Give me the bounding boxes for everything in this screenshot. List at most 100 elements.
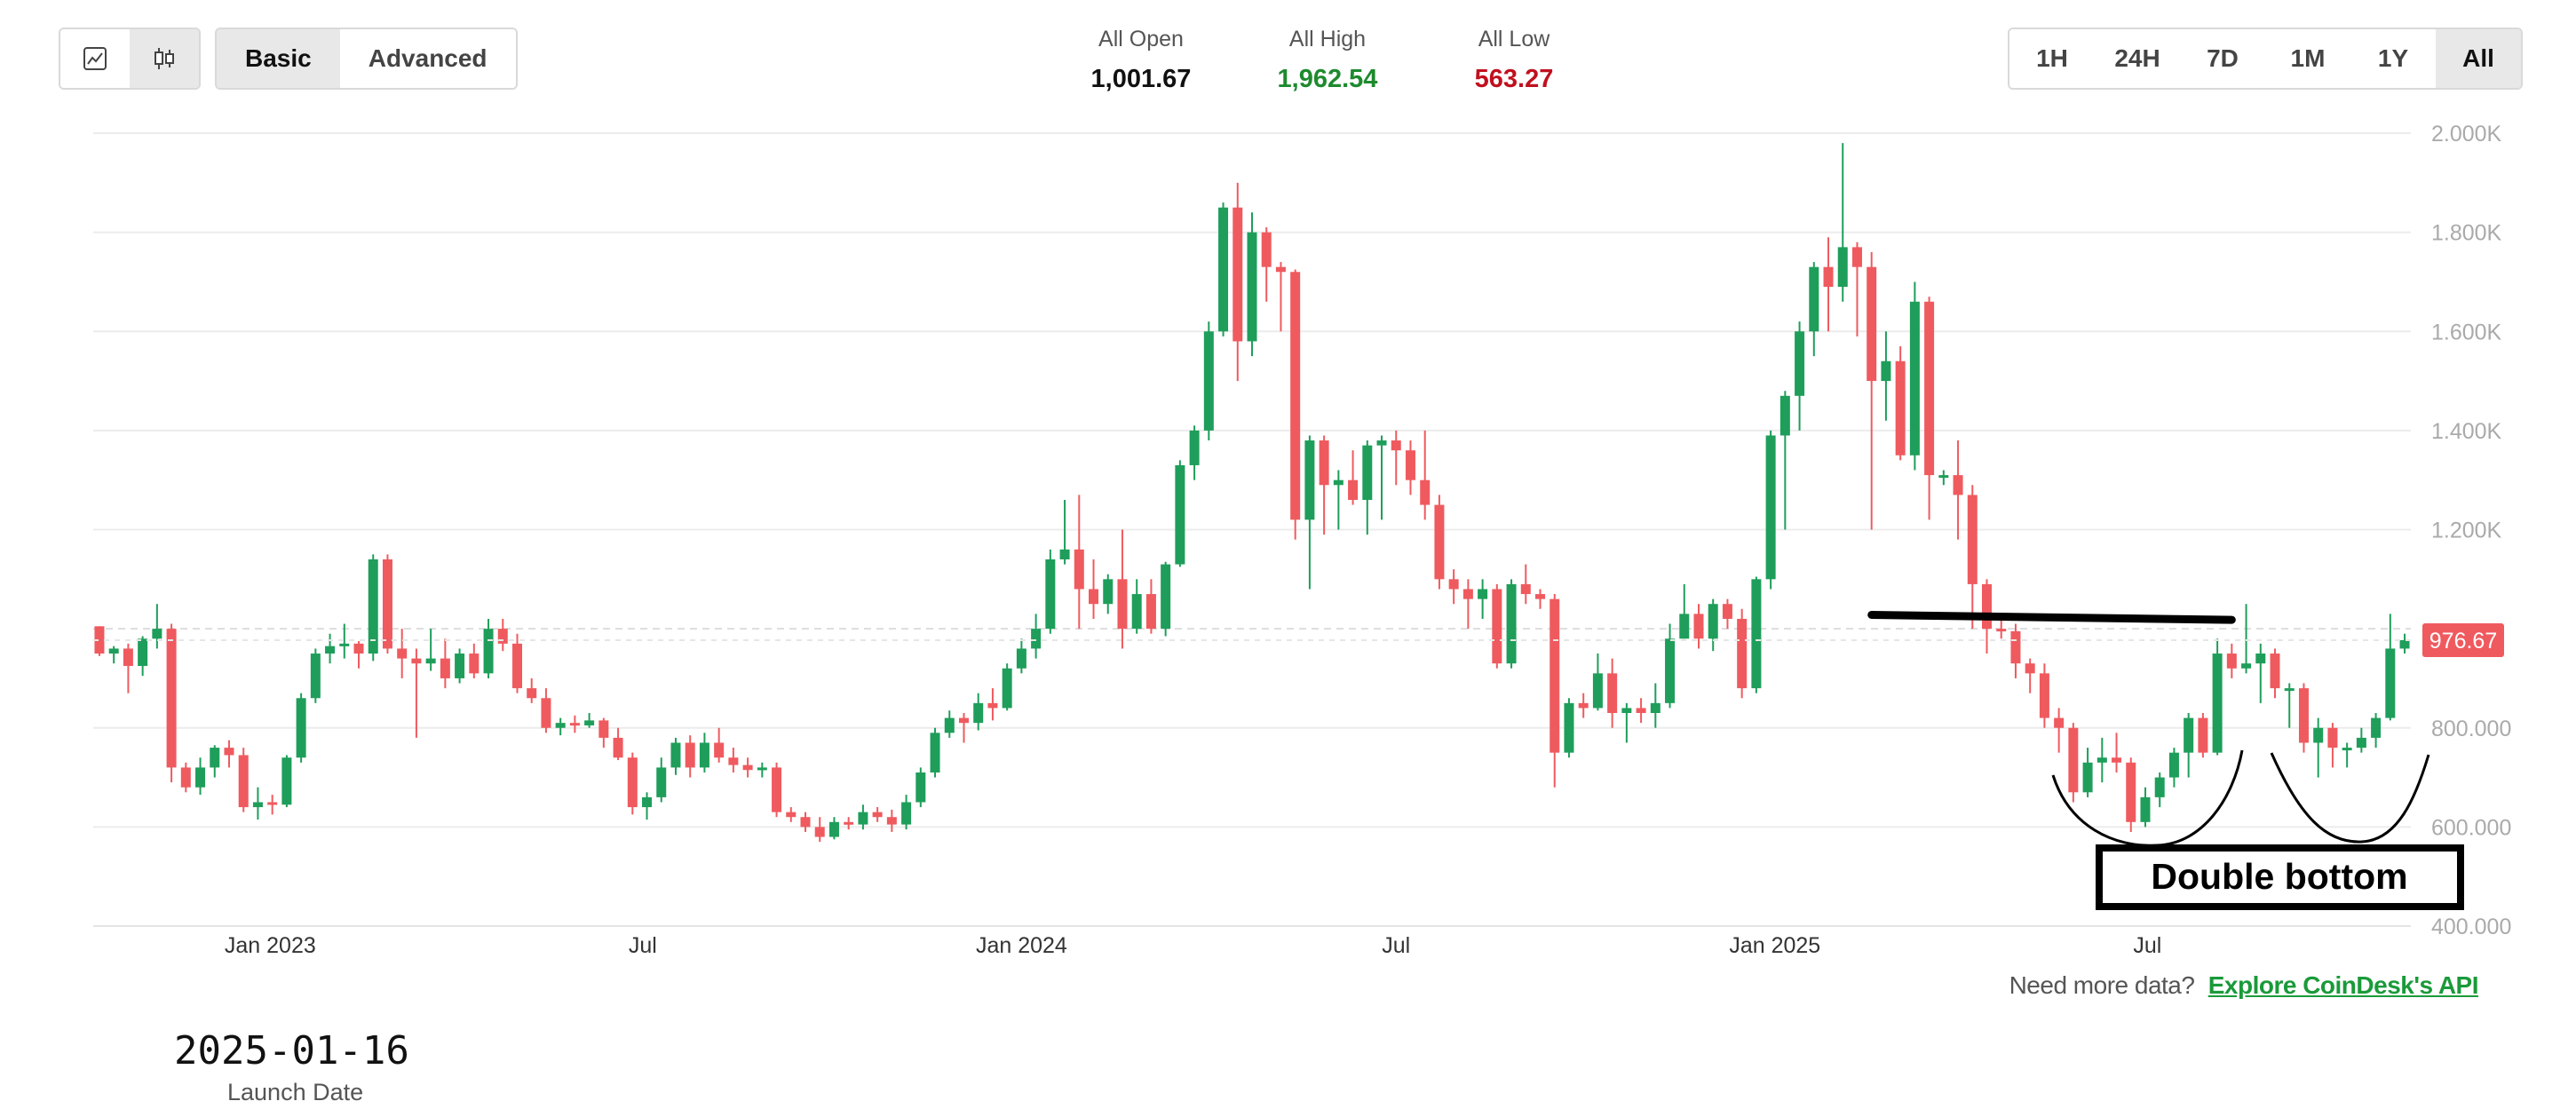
candle-body xyxy=(800,817,811,828)
candle-body xyxy=(656,767,667,797)
candle-body xyxy=(210,748,220,768)
candle-body xyxy=(2298,688,2309,743)
candle xyxy=(2096,737,2107,783)
candle-body xyxy=(152,629,162,639)
candle-body xyxy=(2140,796,2151,822)
candle-body xyxy=(1492,589,1502,664)
candle-body xyxy=(1578,702,1589,709)
candle-body xyxy=(1420,479,1431,505)
range-1y-button[interactable]: 1Y xyxy=(2350,29,2436,88)
candle xyxy=(1751,576,1762,693)
candle xyxy=(1290,269,1301,540)
api-link[interactable]: Explore CoinDesk's API xyxy=(2207,971,2479,999)
candle-body xyxy=(1189,430,1200,465)
stat-label: All Low xyxy=(1478,27,1550,51)
candle-body xyxy=(598,720,609,738)
candle xyxy=(2054,708,2065,753)
candle-body xyxy=(973,702,984,724)
candle xyxy=(1376,435,1387,520)
candle xyxy=(425,629,436,671)
candle-body xyxy=(1304,440,1315,520)
range-24h-button[interactable]: 24H xyxy=(2095,29,2180,88)
candle-body xyxy=(2342,748,2352,751)
candle-body xyxy=(1405,450,1415,480)
candle xyxy=(1002,663,1012,711)
candle xyxy=(1319,435,1329,535)
api-promo: Need more data? Explore CoinDesk's API xyxy=(2009,971,2479,1000)
candle xyxy=(2327,723,2338,768)
candle xyxy=(166,623,177,783)
candle-body xyxy=(714,742,725,758)
candle-body xyxy=(844,821,854,825)
range-all-button[interactable]: All xyxy=(2436,29,2521,88)
candle-body xyxy=(1895,360,1906,456)
candle-body xyxy=(469,654,480,674)
launch-date: 2025-01-16 xyxy=(174,1028,409,1073)
candle xyxy=(252,787,263,820)
price-chart[interactable]: 2.000K 1.800K 1.600K 1.400K 1.200K 800.000 600… xyxy=(0,0,2576,968)
candle xyxy=(2399,633,2410,654)
candle xyxy=(1203,321,1214,441)
candle xyxy=(1550,594,1560,788)
candle xyxy=(2198,713,2208,758)
candle xyxy=(108,646,119,664)
candle xyxy=(642,792,653,820)
price-stats: All Open 1,001.67 All High 1,962.54 All … xyxy=(1048,27,1607,94)
range-7d-button[interactable]: 7D xyxy=(2180,29,2265,88)
y-tick-label: 1.200K xyxy=(2431,519,2502,543)
y-tick-label: 2.000K xyxy=(2431,122,2502,147)
candle xyxy=(2241,604,2252,674)
candle-body xyxy=(195,767,206,788)
candle xyxy=(1448,569,1459,605)
range-selector: 1H 24H 7D 1M 1Y All xyxy=(2008,28,2523,90)
candle xyxy=(1261,227,1272,302)
candle xyxy=(2298,683,2309,753)
candle xyxy=(2039,663,2049,728)
candle-body xyxy=(584,720,595,725)
candle-body xyxy=(541,698,551,728)
candle-body xyxy=(1247,232,1257,342)
mode-toggle: Basic Advanced xyxy=(215,28,518,90)
launch-info: 2025-01-16 Launch Date xyxy=(174,1028,409,1106)
candle xyxy=(368,554,378,661)
candle-body xyxy=(325,646,336,654)
candle xyxy=(123,643,133,693)
candle xyxy=(310,648,321,703)
mode-advanced-button[interactable]: Advanced xyxy=(339,29,516,88)
candle xyxy=(757,762,767,778)
candle xyxy=(152,604,162,649)
candle-body xyxy=(642,796,653,808)
candle-body xyxy=(987,702,998,709)
candle-body xyxy=(2039,673,2049,718)
candle xyxy=(1938,470,1949,486)
candle-body xyxy=(1765,435,1776,580)
candle xyxy=(411,648,422,738)
line-chart-button[interactable] xyxy=(60,29,130,88)
chart-toolbar: Basic Advanced xyxy=(59,28,518,90)
candle-body xyxy=(915,772,926,803)
candle-body xyxy=(742,764,753,771)
candle-body xyxy=(1650,702,1661,714)
candle xyxy=(901,795,912,830)
candle-body xyxy=(685,742,695,768)
candlestick-button[interactable] xyxy=(130,29,199,88)
candle xyxy=(1578,693,1589,718)
candle xyxy=(1362,440,1373,535)
candle xyxy=(2154,772,2165,808)
range-1h-button[interactable]: 1H xyxy=(2009,29,2095,88)
range-1m-button[interactable]: 1M xyxy=(2265,29,2350,88)
candle xyxy=(2184,713,2194,778)
candle-body xyxy=(2385,648,2396,718)
candle xyxy=(1795,321,1805,431)
candle-body xyxy=(930,733,940,772)
candle-body xyxy=(1737,618,1748,689)
candle xyxy=(2168,748,2179,788)
candle xyxy=(742,757,753,778)
candle xyxy=(1535,589,1546,609)
candle xyxy=(858,804,868,830)
mode-basic-button[interactable]: Basic xyxy=(217,29,340,88)
candle-body xyxy=(1175,464,1185,565)
candle-body xyxy=(1203,331,1214,431)
candle xyxy=(714,727,725,763)
candle xyxy=(497,618,508,652)
